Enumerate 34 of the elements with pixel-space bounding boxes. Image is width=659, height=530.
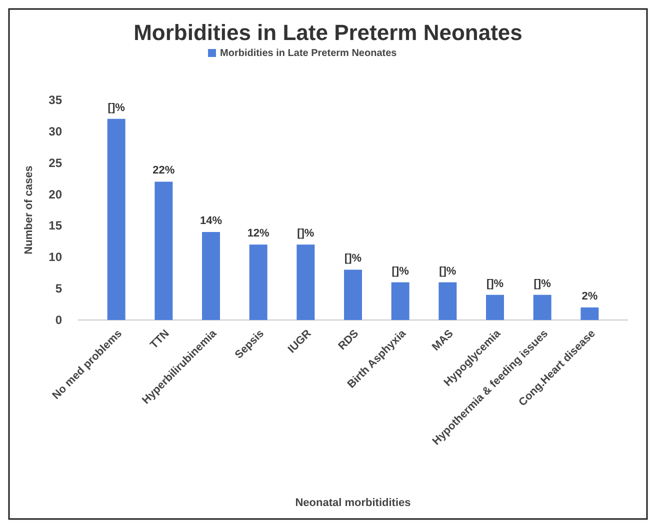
legend-label: Morbidities in Late Preterm Neonates (220, 48, 398, 59)
data-label: []% (344, 252, 362, 265)
bar (202, 232, 220, 320)
bar (391, 282, 410, 320)
bar (296, 244, 315, 320)
x-axis-title: Neonatal morbitidities (295, 497, 411, 509)
data-label: 22% (152, 164, 175, 177)
y-tick-label: 0 (55, 313, 62, 327)
y-tick-label: 30 (48, 124, 62, 138)
y-tick-label: 25 (48, 156, 62, 170)
data-label: 14% (200, 215, 222, 227)
bar (344, 270, 362, 320)
data-label: []% (108, 102, 126, 114)
data-label: []% (297, 228, 314, 240)
data-label: []% (392, 265, 410, 278)
y-tick-label: 15 (48, 218, 62, 233)
y-tick-label: 35 (48, 93, 62, 107)
y-tick-label: 5 (55, 282, 62, 296)
data-label: []% (534, 278, 552, 290)
y-tick-label: 20 (48, 187, 62, 202)
chart-title: Morbidities in Late Preterm Neonates (134, 20, 522, 45)
y-axis-title: Number of cases (23, 166, 35, 254)
bar (533, 294, 552, 320)
bar (107, 118, 126, 320)
data-label: []% (486, 278, 504, 290)
bar (154, 182, 173, 320)
bar (486, 294, 504, 320)
y-tick-label: 10 (48, 250, 62, 264)
bar (580, 307, 599, 320)
data-label: 2% (582, 290, 598, 302)
data-label: []% (439, 265, 456, 278)
bar (438, 282, 457, 320)
data-label: 12% (247, 228, 270, 240)
bar (249, 244, 268, 320)
